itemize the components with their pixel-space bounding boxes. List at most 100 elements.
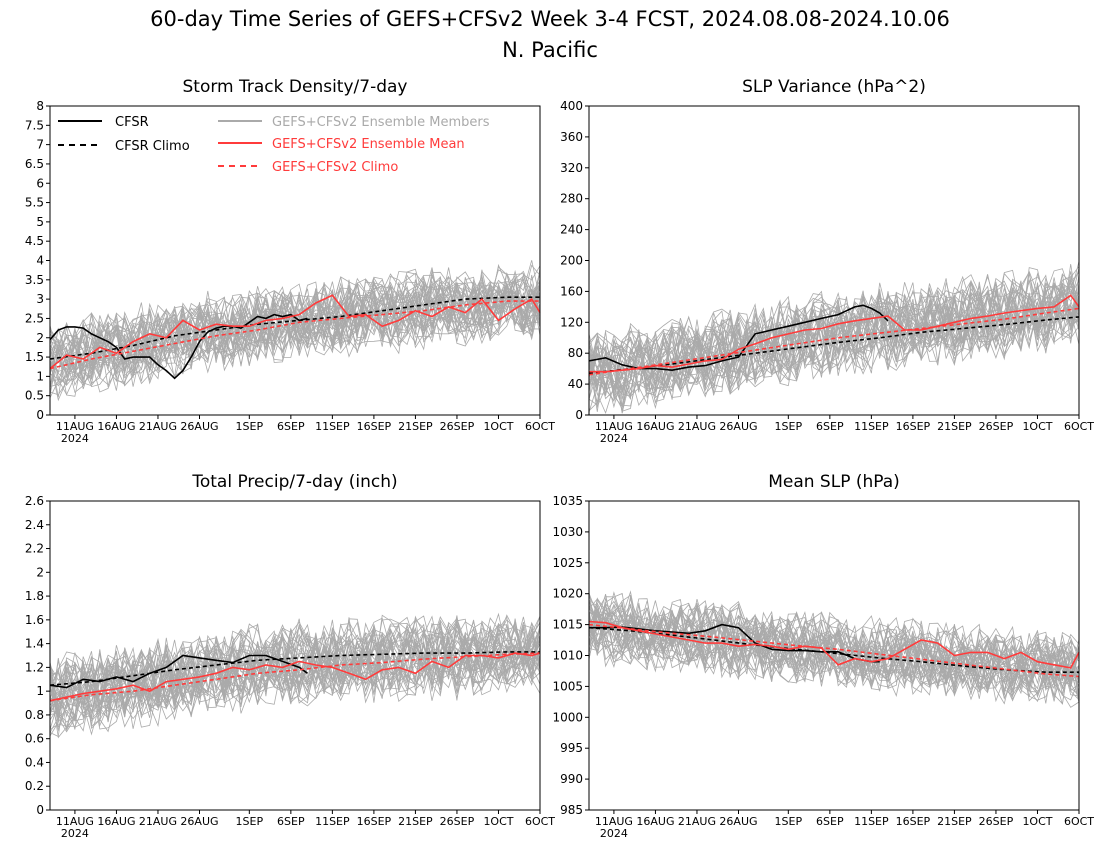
series-gefs-cfsv2-ensemble-mean (49, 294, 541, 370)
legend-label: CFSR (115, 115, 149, 130)
member-line (49, 617, 541, 721)
x-tick-label: 26SEP (440, 815, 475, 828)
x-tick-label: 21AUG (678, 815, 716, 828)
x-tick-label: 1SEP (236, 420, 264, 433)
legend: CFSR CFSR Climo GEFS+CFSv2 Ensemble Member… (58, 115, 490, 175)
series-gefs-cfsv2-ensemble-mean (49, 652, 541, 702)
x-tick-label: 11AUG (595, 420, 633, 433)
y-tick-label: 7.5 (25, 118, 44, 132)
member-line (49, 287, 541, 387)
member-line (49, 277, 541, 371)
x-tick-label: 1SEP (775, 815, 803, 828)
x-tick-label: 11AUG (595, 815, 633, 828)
x-tick-label: 6SEP (816, 815, 844, 828)
y-tick-label: 1030 (552, 525, 583, 539)
y-tick-label: 1020 (552, 587, 583, 601)
y-tick-label: 1 (36, 369, 44, 383)
y-tick-label: 1.5 (25, 350, 44, 364)
y-tick-label: 320 (560, 161, 583, 175)
member-line (49, 632, 541, 737)
member-line (49, 614, 541, 707)
x-tick-label: 11SEP (854, 815, 889, 828)
y-tick-label: 400 (560, 99, 583, 113)
series-cfsr (49, 313, 308, 380)
member-line (588, 605, 1080, 683)
y-tick-label: 1010 (552, 649, 583, 663)
x-tick-label: 21AUG (678, 420, 716, 433)
y-tick-label: 0.6 (25, 732, 44, 746)
member-line (49, 287, 541, 374)
member-line (49, 621, 541, 722)
y-tick-label: 5.5 (25, 196, 44, 210)
y-tick-label: 120 (560, 315, 583, 329)
y-tick-label: 1 (36, 684, 44, 698)
y-tick-label: 0 (575, 408, 583, 422)
legend-label: GEFS+CFSv2 Climo (272, 160, 398, 175)
x-tick-label: 11SEP (315, 815, 350, 828)
member-line (588, 608, 1080, 697)
x-tick-label: 16SEP (896, 420, 931, 433)
y-tick-label: 0.4 (25, 755, 44, 769)
y-tick-label: 990 (560, 772, 583, 786)
member-line (49, 276, 541, 388)
member-line (588, 283, 1080, 415)
y-tick-label: 200 (560, 254, 583, 268)
y-tick-label: 2.6 (25, 494, 44, 508)
x-tick-label: 16SEP (357, 420, 392, 433)
member-line (588, 269, 1080, 391)
y-tick-label: 80 (568, 346, 583, 360)
x-tick-label: 6OCT (1064, 420, 1094, 433)
member-line (588, 281, 1080, 402)
legend-label: GEFS+CFSv2 Ensemble Members (272, 115, 490, 130)
member-line (49, 625, 541, 730)
y-tick-label: 6.5 (25, 157, 44, 171)
x-tick-label: 1OCT (1022, 815, 1052, 828)
series-cfsr (589, 623, 880, 663)
y-tick-label: 1000 (552, 710, 583, 724)
x-tick-label: 1SEP (236, 815, 264, 828)
member-line (588, 280, 1080, 414)
member-line (588, 282, 1080, 407)
x-tick-label: 11SEP (854, 420, 889, 433)
y-tick-label: 0 (36, 408, 44, 422)
y-tick-label: 240 (560, 223, 583, 237)
member-line (588, 286, 1080, 412)
y-tick-label: 0.8 (25, 708, 44, 722)
y-tick-label: 8 (36, 99, 44, 113)
y-tick-label: 3 (36, 292, 44, 306)
x-tick-label: 6SEP (816, 420, 844, 433)
x-tick-label: 26SEP (979, 420, 1014, 433)
y-tick-label: 5 (36, 215, 44, 229)
y-tick-label: 1.8 (25, 589, 44, 603)
figure-title: 60-day Time Series of GEFS+CFSv2 Week 3-… (150, 7, 950, 31)
y-tick-label: 1025 (552, 556, 583, 570)
y-tick-label: 2.4 (25, 518, 44, 532)
x-tick-label: 21SEP (398, 815, 433, 828)
x-tick-label: 1OCT (1022, 420, 1052, 433)
y-tick-label: 1035 (552, 494, 583, 508)
y-tick-label: 3.5 (25, 273, 44, 287)
figure-region: N. Pacific (502, 38, 598, 62)
plot-frame (49, 500, 541, 811)
panel-4: Mean SLP (hPa) 985 990 995 1000 1005 1010 1015 1… (552, 472, 1094, 840)
x-tick-label: 16SEP (896, 815, 931, 828)
member-line (49, 278, 541, 381)
member-line (49, 625, 541, 732)
x-tick-label: 16AUG (636, 815, 674, 828)
member-line (588, 614, 1080, 704)
ensemble-members (49, 260, 541, 402)
x-tick-label: 11AUG (56, 420, 94, 433)
x-tick-label: 16AUG (97, 815, 135, 828)
panel-title: Storm Track Density/7-day (183, 77, 408, 97)
series-gefs-cfsv2-ensemble-mean (589, 294, 1080, 373)
legend-label: CFSR Climo (115, 139, 190, 154)
y-tick-label: 160 (560, 284, 583, 298)
x-tick-label: 6SEP (277, 815, 305, 828)
y-tick-label: 4 (36, 254, 44, 268)
x-tick-label: 6SEP (277, 420, 305, 433)
y-tick-label: 995 (560, 741, 583, 755)
x-year-label: 2024 (61, 827, 89, 840)
x-tick-label: 1SEP (775, 420, 803, 433)
x-year-label: 2024 (600, 827, 628, 840)
